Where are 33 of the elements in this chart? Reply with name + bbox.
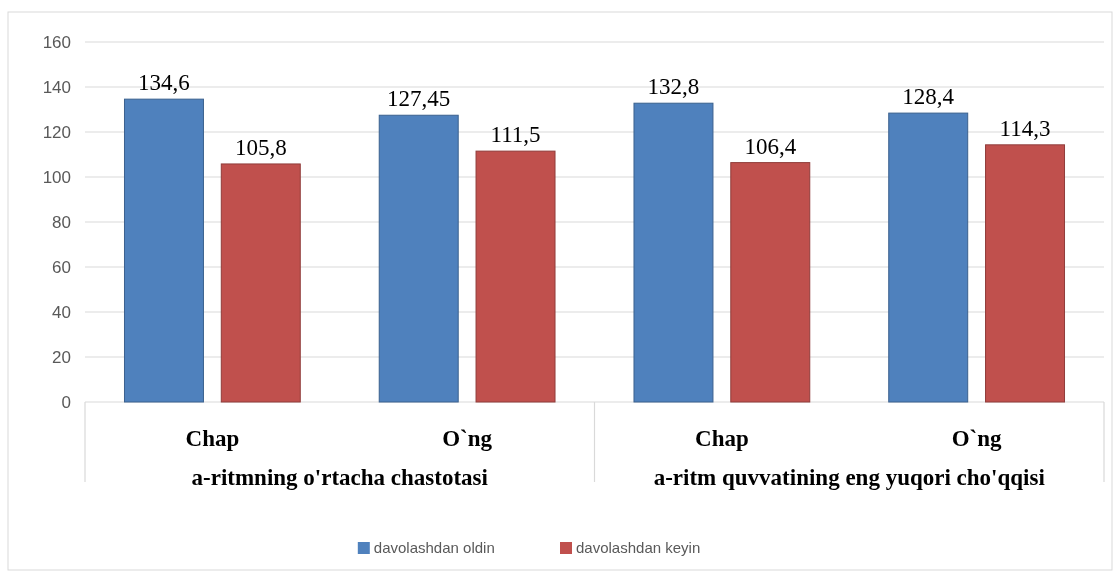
x-tick-label: Chap [185, 426, 240, 451]
y-tick-label: 120 [42, 122, 71, 142]
bar [985, 144, 1066, 403]
bar [220, 163, 301, 403]
bar [475, 150, 556, 403]
data-label: 132,8 [647, 74, 700, 100]
data-label: 128,4 [902, 84, 955, 110]
data-label: 127,45 [387, 86, 451, 112]
data-label: 105,8 [234, 134, 287, 160]
y-tick-label: 80 [52, 212, 71, 232]
bar [730, 162, 811, 403]
data-label: 106,4 [744, 133, 797, 159]
y-tick-label: 100 [42, 167, 71, 187]
data-label: 114,3 [999, 115, 1051, 141]
y-tick-label: 140 [42, 77, 71, 97]
text: a-ritmning o'rtacha chastotasi [191, 465, 489, 490]
bar [378, 114, 459, 403]
bar [123, 98, 204, 403]
bar [633, 102, 714, 403]
legend-label: davolashdan oldin [373, 539, 495, 557]
x-tick-label: O`ng [442, 426, 493, 451]
y-tick-label: 160 [42, 32, 71, 52]
text: a-ritm quvvatining eng yuqori cho'qqisi [653, 465, 1046, 490]
y-tick-label: 60 [52, 257, 71, 277]
data-label: 111,5 [490, 122, 541, 148]
legend-label: davolashdan keyin [576, 539, 701, 557]
y-tick-label: 0 [61, 392, 71, 412]
y-tick-label: 40 [52, 302, 71, 322]
y-tick-label: 20 [52, 347, 71, 367]
bar [888, 112, 969, 403]
x-tick-label: Chap [695, 426, 749, 451]
x-tick-label: O`ng [951, 426, 1003, 451]
data-label: 134,6 [138, 70, 190, 96]
